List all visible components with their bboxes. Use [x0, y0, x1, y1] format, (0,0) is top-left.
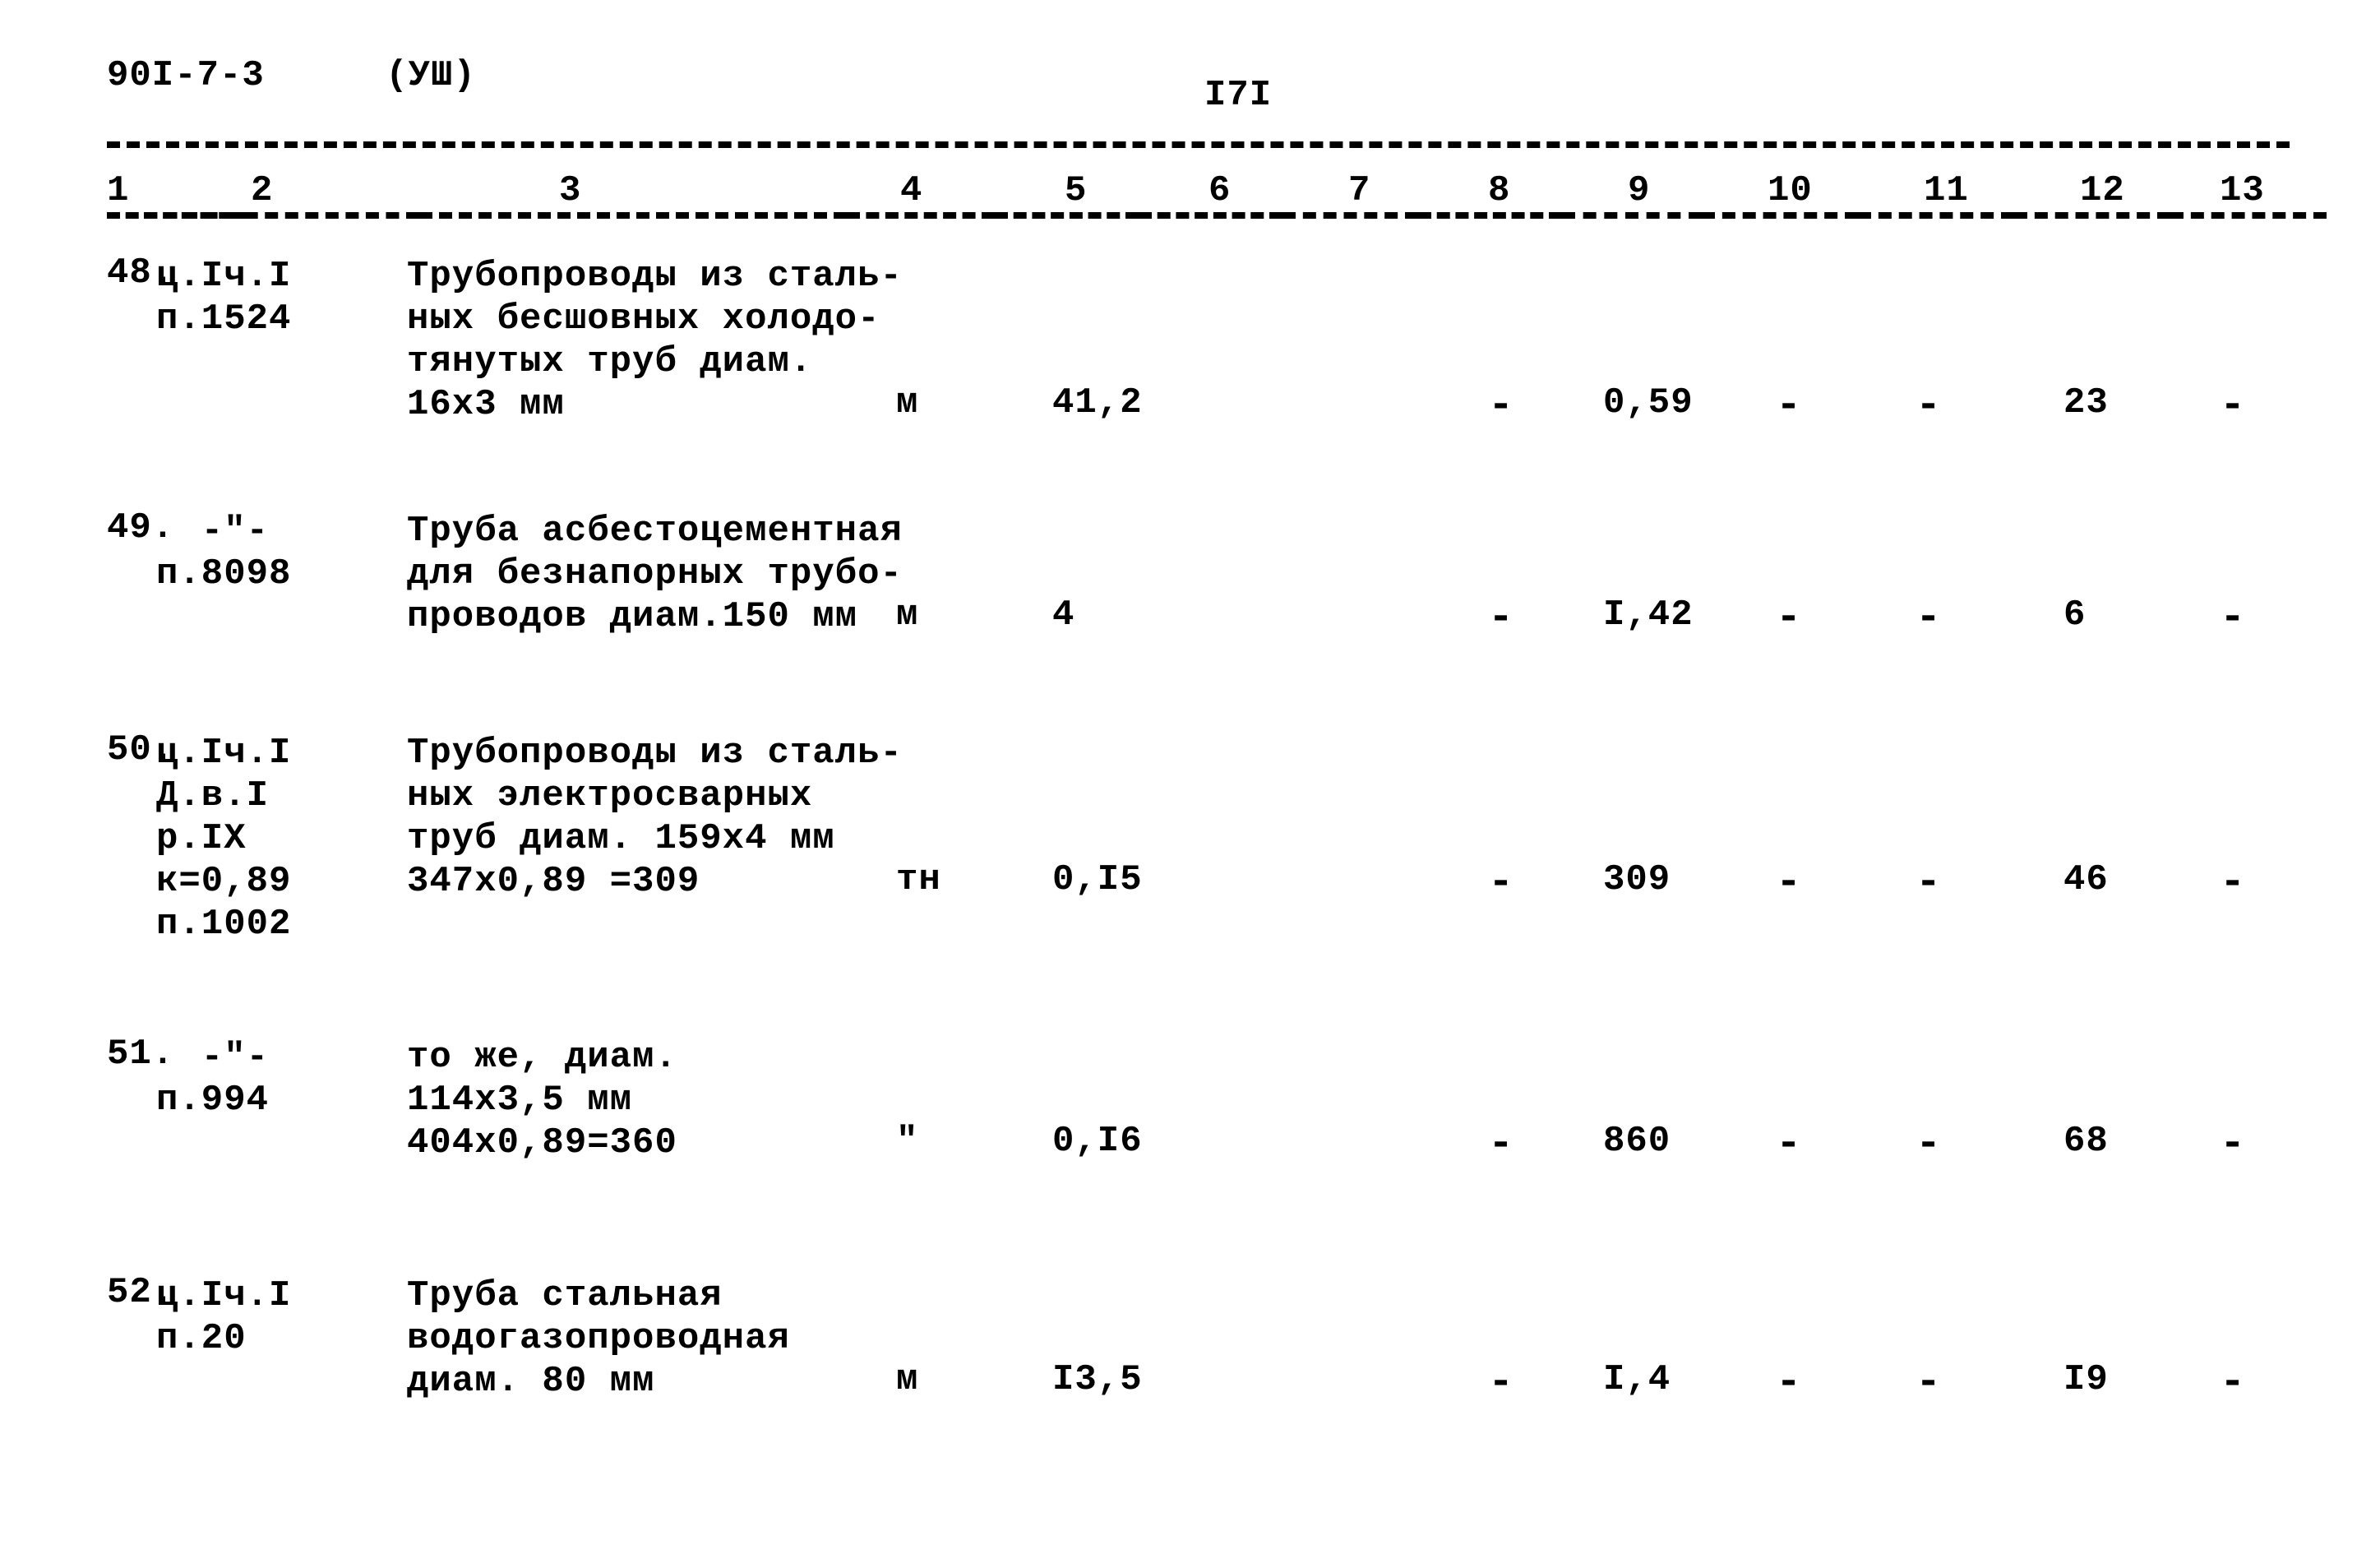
item-description: Трубопроводы из сталь- ных электросварны…	[407, 732, 950, 903]
cell: 46	[2063, 862, 2109, 898]
column-underline	[144, 212, 419, 219]
item-reference: ц.Iч.I п.20	[156, 1274, 291, 1360]
item-reference: ц.Iч.I Д.в.I р.IX к=0,89 п.1002	[156, 732, 291, 946]
column-header: 4	[900, 173, 922, 209]
item-description: то же, диам. 114х3,5 мм 404х0,89=360	[407, 1036, 950, 1164]
cell: -	[1488, 862, 1514, 904]
item-description: Труба асбестоцементная для безнапорных т…	[407, 510, 950, 638]
cell: -	[1488, 597, 1514, 640]
cell: м	[896, 597, 918, 633]
cell: -	[2220, 1362, 2246, 1404]
page-header: 90I-7-3 (УШ) I7I	[107, 58, 2298, 94]
cell: 41,2	[1052, 385, 1143, 421]
column-header: 13	[2220, 173, 2265, 209]
cell: -	[1488, 1123, 1514, 1166]
item-description: Трубопроводы из сталь- ных бесшовных хол…	[407, 255, 950, 426]
column-header: 2	[251, 173, 273, 209]
cell: -	[1776, 862, 1802, 904]
cell: -	[1488, 1362, 1514, 1404]
table-row: 49. -"- п.8098Труба асбестоцементная для…	[107, 510, 2290, 658]
cell: "	[896, 1123, 918, 1159]
cell: 23	[2063, 385, 2109, 421]
column-underline	[2014, 212, 2170, 219]
cell: I3,5	[1052, 1362, 1143, 1398]
table-body: 48.ц.Iч.I п.1524Трубопроводы из сталь- н…	[107, 255, 2290, 1488]
cell: -	[1776, 597, 1802, 640]
column-header: 9	[1628, 173, 1650, 209]
column-underline	[1562, 212, 1702, 219]
cell: -	[1488, 385, 1514, 428]
item-description: Труба стальная водогазопроводная диам. 8…	[407, 1274, 950, 1403]
column-header-row: 12345678910111213	[107, 173, 2290, 220]
column-header: 5	[1065, 173, 1087, 209]
column-underline	[1139, 212, 1282, 219]
doc-code: 90I-7-3	[107, 58, 265, 94]
cell: -	[1776, 1362, 1802, 1404]
column-underline	[1702, 212, 1858, 219]
column-header: 8	[1488, 173, 1510, 209]
column-header: 7	[1348, 173, 1370, 209]
column-underline	[419, 212, 847, 219]
column-underline	[2170, 212, 2327, 219]
page: 90I-7-3 (УШ) I7I 12345678910111213 48.ц.…	[0, 0, 2380, 1554]
cell: -	[1916, 1123, 1942, 1166]
column-underline	[1282, 212, 1418, 219]
item-reference: -"- п.994	[156, 1036, 269, 1122]
table-row: 50.ц.Iч.I Д.в.I р.IX к=0,89 п.1002Трубоп…	[107, 732, 2290, 962]
column-header: 12	[2080, 173, 2125, 209]
cell: -	[1776, 385, 1802, 428]
cell: 0,I5	[1052, 862, 1143, 898]
column-header: 10	[1768, 173, 1813, 209]
cell: -	[1916, 385, 1942, 428]
item-reference: ц.Iч.I п.1524	[156, 255, 291, 340]
cell: I,42	[1603, 597, 1694, 633]
cell: 68	[2063, 1123, 2109, 1159]
cell: -	[2220, 597, 2246, 640]
cell: 0,59	[1603, 385, 1694, 421]
cell: м	[896, 385, 918, 421]
cell: -	[1776, 1123, 1802, 1166]
column-header: 3	[559, 173, 581, 209]
column-underline	[847, 212, 995, 219]
cell: -	[1916, 1362, 1942, 1404]
table-row: 48.ц.Iч.I п.1524Трубопроводы из сталь- н…	[107, 255, 2290, 436]
column-underline	[995, 212, 1139, 219]
column-underline	[1418, 212, 1562, 219]
column-header: 11	[1924, 173, 1969, 209]
cell: тн	[896, 862, 941, 898]
column-header: 1	[107, 173, 129, 209]
column-underline	[1858, 212, 2014, 219]
cell: 6	[2063, 597, 2086, 633]
cell: -	[1916, 597, 1942, 640]
cell: -	[1916, 862, 1942, 904]
cell: I,4	[1603, 1362, 1671, 1398]
cell: 860	[1603, 1123, 1671, 1159]
cell: -	[2220, 862, 2246, 904]
table-row: 51. -"- п.994то же, диам. 114х3,5 мм 404…	[107, 1036, 2290, 1200]
cell: 4	[1052, 597, 1074, 633]
cell: 0,I6	[1052, 1123, 1143, 1159]
cell: I9	[2063, 1362, 2109, 1398]
item-reference: -"- п.8098	[156, 510, 291, 595]
column-header: 6	[1208, 173, 1231, 209]
cell: -	[2220, 385, 2246, 428]
cell: -	[2220, 1123, 2246, 1166]
divider-top	[107, 141, 2290, 148]
doc-section: (УШ)	[386, 58, 476, 94]
page-number: I7I	[1204, 77, 1272, 113]
cell: 309	[1603, 862, 1671, 898]
cell: м	[896, 1362, 918, 1398]
table-row: 52.ц.Iч.I п.20Труба стальная водогазопро…	[107, 1274, 2290, 1414]
